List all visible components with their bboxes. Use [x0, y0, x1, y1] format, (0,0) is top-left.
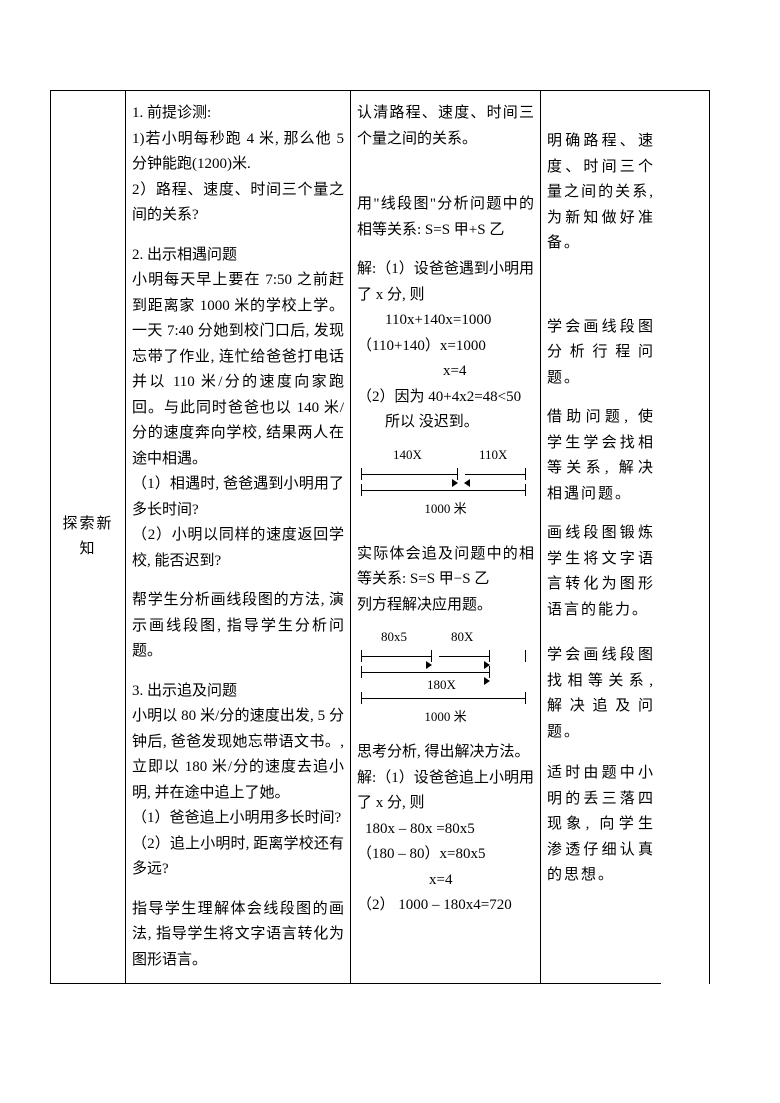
d2-top-right: 80X	[451, 626, 473, 648]
p4b-l2: 180x – 80x =80x5	[357, 817, 534, 843]
p4b-l3: （180 – 80）x=80x5	[357, 842, 534, 868]
p2b-l4: x=4	[357, 359, 534, 385]
block-chase-problem: 3. 出示追及问题 小明以 80 米/分的速度出发, 5 分钟后, 爸爸发现她忘…	[132, 679, 344, 883]
block-chase-analysis: 实际体会追及问题中的相等关系: S=S 甲−S 乙 列方程解决应用题。	[357, 542, 534, 619]
p4a: 思考分析, 得出解决方法。	[357, 740, 534, 766]
p2a: 用"线段图"分析问题中的相等关系: S=S 甲+S 乙	[357, 192, 534, 243]
p3a: 实际体会追及问题中的相等关系: S=S 甲−S 乙	[357, 542, 534, 593]
page: 探索新知 1. 前提诊测: 1)若小明每秒跑 4 米, 那么他 5 分钟能跑(1…	[0, 0, 780, 1103]
p2b-l1: 解:（1）设爸爸遇到小明用了 x 分, 则	[357, 257, 534, 308]
p4b-l5: （2） 1000 – 180x4=720	[357, 893, 534, 919]
b3-q2: （2）追上小明时, 距离学校还有多远?	[132, 832, 344, 883]
b2-body: 小明每天早上要在 7:50 之前赶到距离家 1000 米的学校上学。一天 7:4…	[132, 268, 344, 472]
d1-top-left: 140X	[393, 444, 422, 466]
n3: 借助问题, 使学生学会找相等关系, 解决相遇问题。	[547, 405, 655, 507]
diagram-meeting: 140X 110X 1000 米	[357, 450, 534, 520]
b3-q1: （1）爸爸追上小明用多长时间?	[132, 806, 344, 832]
lesson-table: 探索新知 1. 前提诊测: 1)若小明每秒跑 4 米, 那么他 5 分钟能跑(1…	[50, 90, 710, 984]
block-chase-solution: 思考分析, 得出解决方法。 解:（1）设爸爸追上小明用了 x 分, 则 180x…	[357, 740, 534, 919]
design-intent-cell: 明确路程、速度、时间三个量之间的关系, 为新知做好准备。 学会画线段图分析行程问…	[541, 91, 661, 984]
block-meeting-problem: 2. 出示相遇问题 小明每天早上要在 7:50 之前赶到距离家 1000 米的学…	[132, 243, 344, 575]
teacher-activity-cell: 1. 前提诊测: 1)若小明每秒跑 4 米, 那么他 5 分钟能跑(1200)米…	[126, 91, 351, 984]
p1: 认清路程、速度、时间三个量之间的关系。	[357, 101, 534, 152]
d1-top-right: 110X	[479, 444, 507, 466]
stage-label: 探索新知	[57, 512, 119, 563]
p3b: 列方程解决应用题。	[357, 593, 534, 619]
n5: 学会画线段图找相等关系, 解决追及问题。	[547, 643, 655, 745]
d1-bottom: 1000 米	[357, 498, 534, 520]
n1: 明确路程、速度、时间三个量之间的关系, 为新知做好准备。	[547, 129, 655, 257]
d2-bottom: 1000 米	[357, 706, 534, 728]
n4: 画线段图锻炼学生将文字语言转化为图形语言的能力。	[547, 521, 655, 623]
block-meet-analysis: 用"线段图"分析问题中的相等关系: S=S 甲+S 乙	[357, 192, 534, 243]
p2b-l2: 110x+140x=1000	[357, 308, 534, 334]
p2b-l3: （110+140）x=1000	[357, 334, 534, 360]
b3-body: 小明以 80 米/分的速度出发, 5 分钟后, 爸爸发现她忘带语文书。, 立即以…	[132, 704, 344, 806]
b2-tip: 帮学生分析画线段图的方法, 演示画线段图, 指导学生分析问题。	[132, 588, 344, 665]
p2b-l5: （2）因为 40+4x2=48<50	[357, 385, 534, 411]
p2b-l6: 所以 没迟到。	[357, 410, 534, 436]
b3-title: 3. 出示追及问题	[132, 679, 344, 705]
diagram-chase: 80x5 80X 180X	[357, 632, 534, 728]
b1-line1: 1)若小明每秒跑 4 米, 那么他 5 分钟能跑(1200)米.	[132, 127, 344, 178]
block-diagnostic: 1. 前提诊测: 1)若小明每秒跑 4 米, 那么他 5 分钟能跑(1200)米…	[132, 101, 344, 229]
b1-line2: 2）路程、速度、时间三个量之间的关系?	[132, 178, 344, 229]
n6: 适时由题中小明的丢三落四现象, 向学生渗透仔细认真的思想。	[547, 761, 655, 889]
p4b-l1: 解:（1）设爸爸追上小明用了 x 分, 则	[357, 766, 534, 817]
student-activity-cell: 认清路程、速度、时间三个量之间的关系。 用"线段图"分析问题中的相等关系: S=…	[351, 91, 541, 984]
p4b-l4: x=4	[357, 868, 534, 894]
d2-top-left: 80x5	[381, 626, 407, 648]
b2-title: 2. 出示相遇问题	[132, 243, 344, 269]
n2: 学会画线段图分析行程问题。	[547, 315, 655, 392]
b3-tip: 指导学生理解体会线段图的画法, 指导学生将文字语言转化为图形语言。	[132, 897, 344, 974]
stage-cell: 探索新知	[51, 91, 126, 984]
b2-q1: （1）相遇时, 爸爸遇到小明用了多长时间?	[132, 472, 344, 523]
block-meet-solution: 解:（1）设爸爸遇到小明用了 x 分, 则 110x+140x=1000 （11…	[357, 257, 534, 436]
b2-q2: （2）小明以同样的速度返回学校, 能否迟到?	[132, 523, 344, 574]
b1-title: 1. 前提诊测:	[132, 101, 344, 127]
